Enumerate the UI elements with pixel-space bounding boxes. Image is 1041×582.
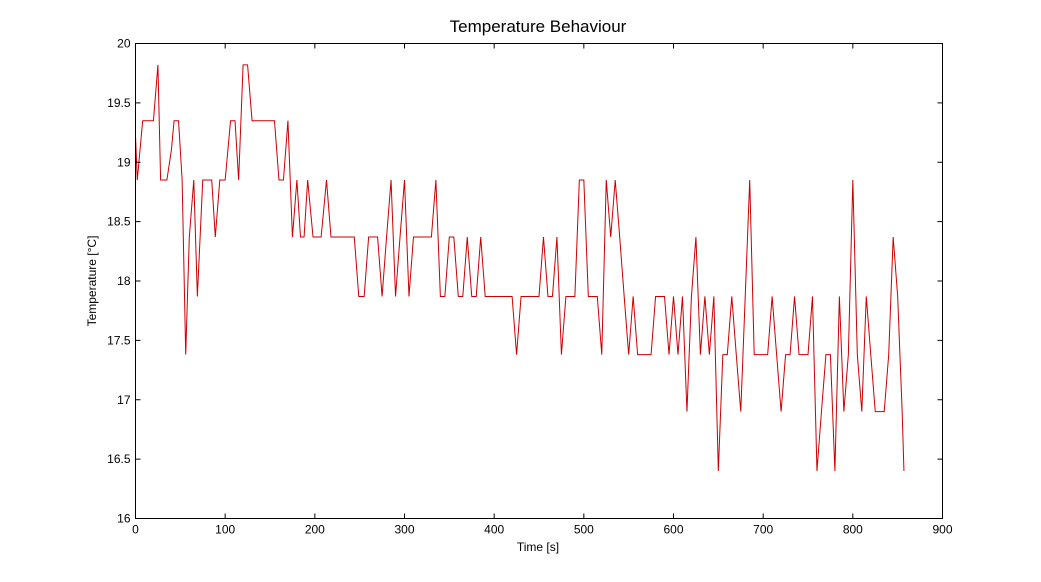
y-axis-label: Temperature [°C] [85, 236, 99, 327]
temperature-series-line [135, 64, 905, 472]
chart-title: Temperature Behaviour [450, 17, 627, 36]
x-tick-label: 400 [484, 523, 504, 537]
x-tick-label: 0 [132, 523, 139, 537]
y-tick-label: 20 [117, 37, 131, 51]
x-tick-label: 800 [843, 523, 863, 537]
x-tick-label: 900 [932, 523, 952, 537]
plot-area: 0 100 200 300 400 500 600 700 800 900 16 16.5 17 17.… [107, 37, 953, 537]
y-tick-label: 18 [117, 274, 131, 288]
y-tick-label: 16 [117, 512, 131, 526]
y-tick-label: 17 [117, 393, 131, 407]
y-tick-label: 17.5 [107, 333, 131, 347]
y-tick-label: 18.5 [107, 215, 131, 229]
y-axis-ticks: 16 16.5 17 17.5 18 18.5 19 19.5 20 [107, 37, 943, 526]
x-tick-label: 600 [663, 523, 683, 537]
x-tick-label: 700 [753, 523, 773, 537]
x-axis-ticks: 0 100 200 300 400 500 600 700 800 900 [132, 43, 953, 537]
x-tick-label: 300 [394, 523, 414, 537]
y-tick-label: 16.5 [107, 452, 131, 466]
y-tick-label: 19.5 [107, 96, 131, 110]
data-layer [135, 64, 905, 472]
x-axis-label: Time [s] [517, 540, 559, 554]
x-tick-label: 100 [215, 523, 235, 537]
x-tick-label: 500 [574, 523, 594, 537]
x-tick-label: 200 [305, 523, 325, 537]
y-tick-label: 19 [117, 155, 131, 169]
plot-background [135, 43, 942, 518]
